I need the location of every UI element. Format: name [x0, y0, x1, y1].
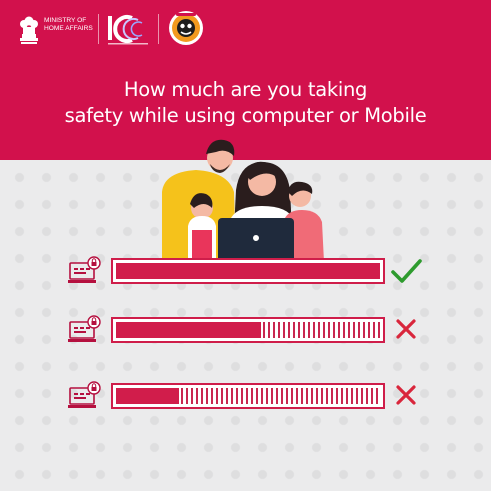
header-banner	[0, 0, 491, 160]
logo-divider	[98, 14, 99, 44]
family-illustration	[162, 139, 324, 262]
safety-row	[0, 253, 491, 289]
safety-level-bar	[111, 317, 385, 343]
laptop-lock-icon	[68, 381, 101, 408]
cyber-dost-badge-icon	[169, 11, 203, 45]
logo-divider	[158, 14, 159, 44]
logo-strip: MINISTRY OF HOME AFFAIRS	[10, 8, 210, 48]
safety-level-bar	[111, 258, 385, 284]
safety-level-fill	[116, 263, 380, 279]
safety-level-fill	[116, 322, 261, 338]
check-icon	[391, 259, 422, 283]
safety-row	[0, 378, 491, 414]
i4c-logo-icon	[108, 15, 148, 45]
cross-icon	[396, 319, 416, 339]
safety-level-remaining	[263, 322, 380, 338]
emblem-icon	[20, 16, 38, 44]
laptop-lock-icon	[68, 315, 101, 342]
headline-line-1: How much are you taking	[123, 78, 368, 101]
safety-level-fill	[116, 388, 179, 404]
laptop-lock-icon	[68, 256, 101, 283]
safety-row	[0, 312, 491, 348]
ministry-name: MINISTRY OF HOME AFFAIRS	[44, 17, 93, 33]
safety-level-remaining	[181, 388, 380, 404]
headline-line-2: safety while using computer or Mobile	[64, 104, 427, 127]
safety-level-bar	[111, 383, 385, 409]
cross-icon	[396, 385, 416, 405]
